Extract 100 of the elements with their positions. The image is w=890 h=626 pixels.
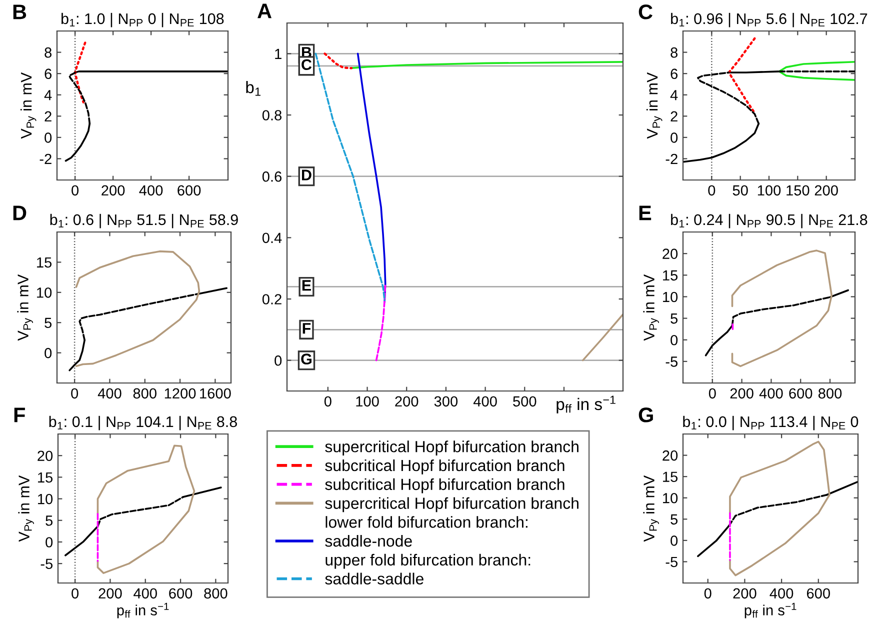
line-series	[350, 61, 623, 69]
x-axis-title: p$_{ff}$ in s$^{−1}$	[744, 602, 796, 618]
y-tick-label: 4	[670, 90, 678, 100]
legend-label: supercritical Hopf bifurcation branch	[325, 440, 578, 456]
y-tick-label: 15	[663, 472, 678, 482]
y-tick-label: 0.8	[262, 110, 282, 120]
x-tick-label: 200	[102, 185, 125, 196]
y-tick-label: -5	[40, 558, 53, 569]
y-tick-label: 5	[44, 318, 52, 328]
x-tick-label: 200	[98, 588, 122, 599]
text: B	[13, 4, 26, 20]
x-tick-label: 100	[356, 396, 379, 407]
line-series	[731, 250, 833, 368]
y-tick-label: 6	[44, 68, 52, 79]
x-tick-label: 600	[169, 588, 192, 599]
chart-title: b$_{1}$: 0.0 | N$_{PP}$ 113.4 | N$_{PE}$ 0	[683, 416, 858, 430]
x-tick-label: 300	[434, 396, 458, 407]
chart-title: b$_{1}$: 1.0 | N$_{PP}$ 0 | N$_{PE}$ 108	[62, 12, 224, 28]
y-tick-label: 0.2	[262, 294, 282, 304]
legend-label: subcritical Hopf bifurcation branch	[325, 459, 564, 474]
y-tick-label: 6	[670, 68, 678, 79]
y-tick-label: 8	[44, 47, 52, 58]
y-tick-label: 5	[670, 514, 678, 525]
text: E	[639, 206, 652, 220]
x-axis-title: p$_{ff}$ in s$^{−1}$	[117, 602, 169, 618]
x-tick-label: 200	[733, 588, 756, 599]
y-tick-label: 8	[670, 47, 678, 58]
y-tick-label: -5	[666, 556, 678, 568]
y-tick-label: 0	[670, 334, 678, 346]
legend-label: saddle-node	[325, 534, 412, 547]
x-tick-label: 600	[178, 185, 201, 196]
y-axis-title: V$_{Py}$ in mV	[643, 274, 659, 341]
x-tick-label: 0	[708, 388, 716, 399]
line-series	[728, 37, 756, 114]
x-tick-label: 1600	[200, 388, 231, 399]
text: D	[13, 206, 26, 220]
y-tick-label: 0	[670, 536, 678, 546]
y-tick-label: 0	[44, 348, 52, 358]
x-tick-label: 0	[71, 388, 78, 399]
y-tick-label: 10	[37, 288, 52, 298]
x-tick-label: 0	[324, 396, 332, 407]
y-tick-label: 0	[46, 537, 53, 548]
text: C	[638, 4, 652, 20]
x-tick-label: 1200	[164, 388, 196, 399]
x-tick-label: 800	[204, 588, 228, 599]
x-axis-title: p$_{ff}$ in s$^{−1}$	[556, 396, 616, 414]
y-tick-label: 10	[663, 292, 678, 302]
x-tick-label: 50	[732, 185, 748, 196]
x-tick-label: 0	[704, 588, 712, 599]
x-tick-label: 400	[770, 588, 794, 599]
y-tick-label: 20	[38, 450, 53, 462]
x-tick-label: 400	[139, 185, 163, 196]
y-axis-title: V$_{Py}$ in mV	[17, 274, 33, 341]
y-tick-label: 5	[46, 516, 53, 526]
y-axis-title: b$_{1}$	[246, 80, 260, 96]
legend-label: saddle-saddle	[325, 572, 424, 584]
x-tick-label: 200	[730, 388, 754, 399]
x-tick-label: 0	[72, 588, 79, 599]
x-tick-label: 150	[786, 185, 810, 196]
y-tick-label: 4	[44, 90, 52, 100]
line-series	[75, 250, 200, 367]
y-tick-label: 10	[663, 492, 678, 504]
line-series	[778, 60, 855, 81]
legend-label: subcritical Hopf bifurcation branch	[325, 478, 564, 494]
line-series	[324, 52, 353, 70]
legend-label: supercritical Hopf bifurcation branch	[325, 497, 578, 512]
y-tick-label: -2	[40, 154, 52, 164]
x-tick-label: 800	[818, 388, 842, 399]
ref-line-label: D	[302, 170, 312, 180]
y-tick-label: 5	[670, 314, 678, 324]
y-tick-label: 0	[274, 355, 282, 366]
ref-line-label: E	[302, 280, 311, 291]
x-tick-label: 600	[789, 388, 812, 399]
y-tick-label: 0.6	[262, 171, 282, 182]
ref-line-label: G	[301, 354, 312, 364]
x-tick-label: 400	[759, 388, 783, 399]
line-series	[74, 42, 86, 104]
chart-title: b$_{1}$: 0.1 | N$_{PP}$ 104.1 | N$_{PE}$ 8.8	[49, 416, 237, 430]
text: A	[258, 4, 272, 18]
y-axis-title: V$_{Py}$ in mV	[20, 72, 36, 139]
x-tick-label: 800	[133, 388, 156, 399]
chart-title: b$_{1}$: 0.96 | N$_{PP}$ 5.6 | N$_{PE}$ 102.7	[671, 12, 868, 28]
y-tick-label: 0	[44, 132, 52, 143]
y-tick-label: -2	[666, 154, 678, 164]
y-tick-label: -5	[666, 356, 678, 367]
x-tick-label: 400	[98, 388, 122, 399]
y-tick-label: 0	[670, 132, 678, 143]
line-series	[96, 444, 196, 574]
y-axis-title: V$_{Py}$ in mV	[643, 475, 659, 542]
x-tick-label: 0	[708, 185, 716, 196]
y-tick-label: 15	[38, 472, 53, 483]
ref-line-label: C	[302, 59, 312, 70]
x-tick-label: 600	[806, 588, 830, 599]
y-tick-label: 2	[670, 111, 678, 122]
y-tick-label: 0.4	[262, 232, 282, 244]
line-series	[375, 282, 386, 362]
y-tick-label: 1	[275, 48, 282, 59]
y-tick-label: 2	[44, 111, 52, 122]
y-tick-label: 20	[662, 248, 678, 259]
x-tick-label: 400	[134, 588, 157, 599]
